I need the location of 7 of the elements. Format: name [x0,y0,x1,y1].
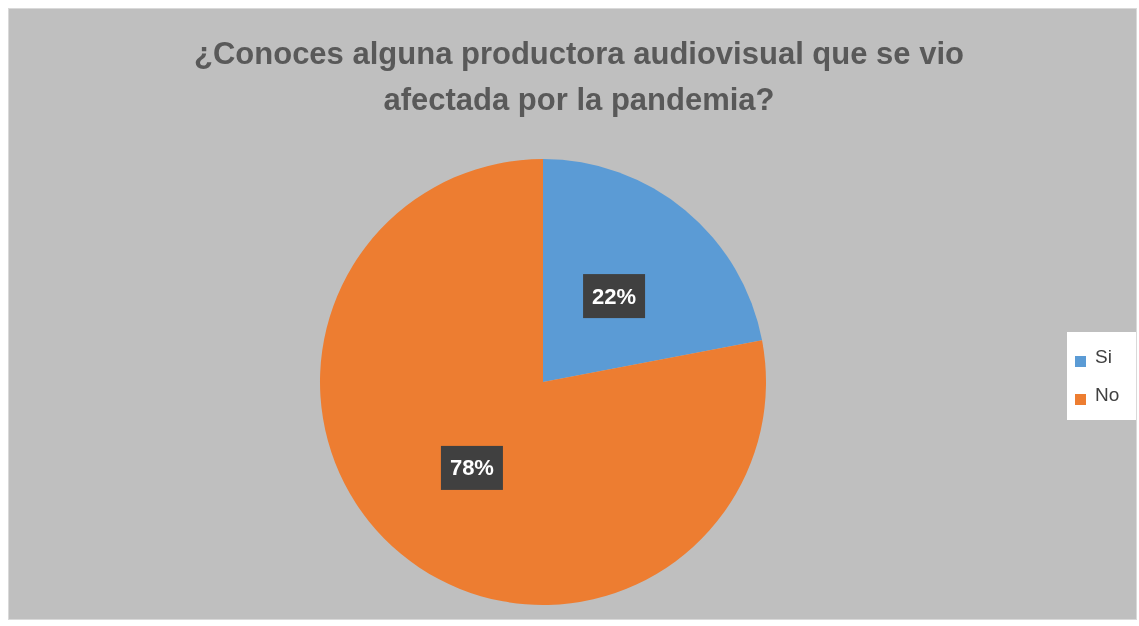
data-label: 22% [592,283,637,309]
legend-label: Si [1095,346,1112,368]
chart-title: ¿Conoces alguna productora audiovisual que se vio afectada por la pandemia? [193,35,965,119]
legend-label: No [1095,384,1120,406]
pie-slice [320,159,766,605]
pie-slice [543,159,763,382]
data-label: 78% [449,455,494,481]
